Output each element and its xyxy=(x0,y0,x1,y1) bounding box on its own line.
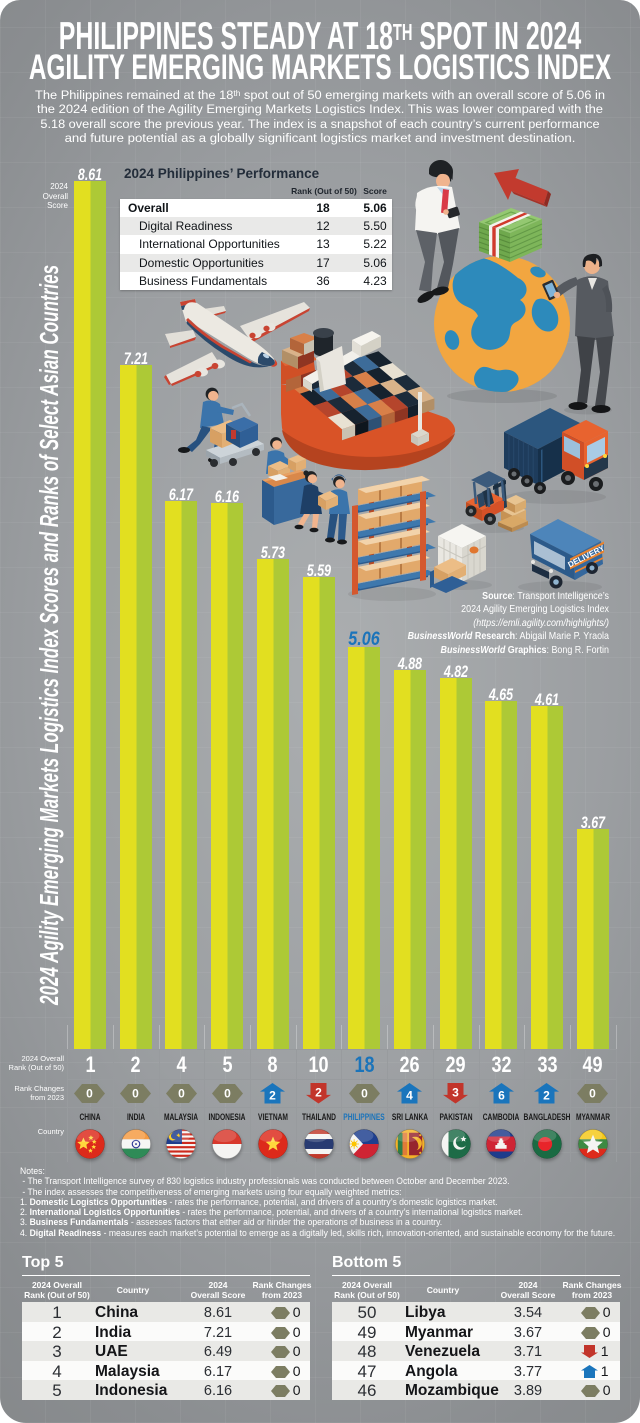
svg-text:3: 3 xyxy=(452,1085,459,1099)
svg-text:6: 6 xyxy=(498,1089,505,1103)
svg-text:2: 2 xyxy=(315,1085,322,1099)
svg-text:0: 0 xyxy=(86,1087,93,1101)
svg-text:0: 0 xyxy=(132,1087,139,1101)
svg-text:0: 0 xyxy=(178,1087,185,1101)
svg-text:0: 0 xyxy=(361,1087,368,1101)
svg-text:2: 2 xyxy=(543,1089,550,1103)
svg-text:2: 2 xyxy=(269,1089,276,1103)
svg-text:0: 0 xyxy=(224,1087,231,1101)
svg-text:0: 0 xyxy=(589,1087,596,1101)
svg-text:4: 4 xyxy=(406,1089,413,1103)
